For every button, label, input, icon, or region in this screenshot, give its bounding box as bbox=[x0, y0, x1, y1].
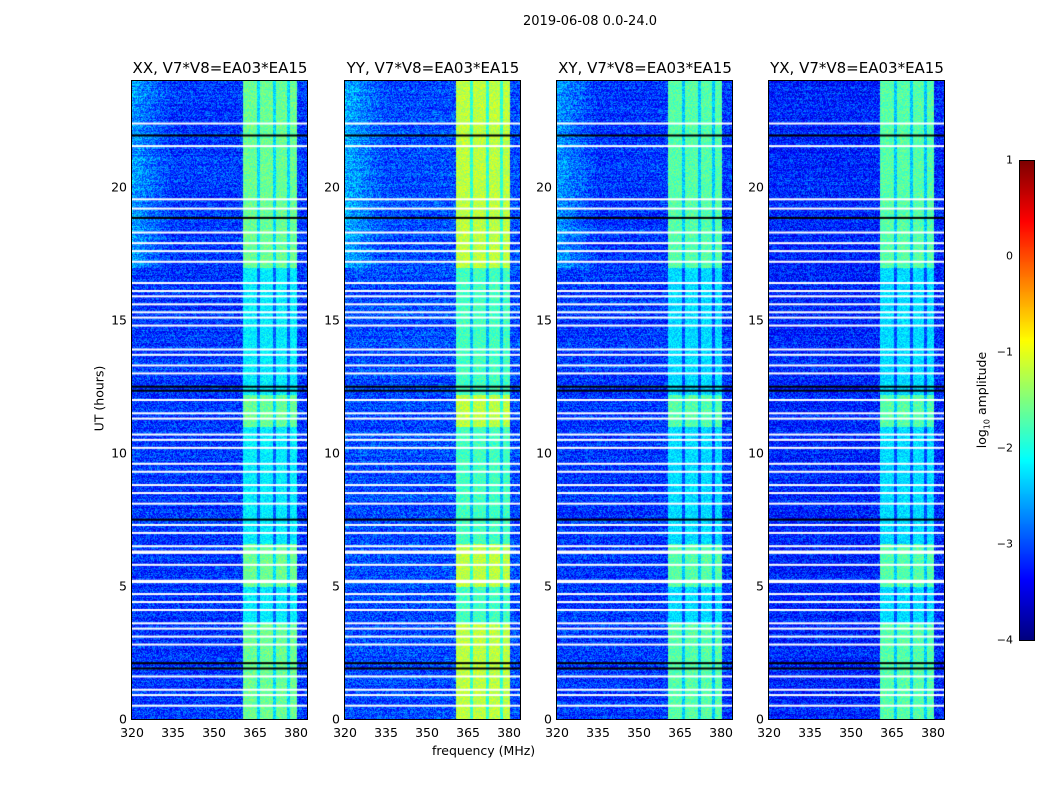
colorbar-tick-label: 0 bbox=[1006, 249, 1013, 263]
figure-title: 2019-06-08 0.0-24.0 bbox=[523, 14, 657, 29]
y-tick-label: 20 bbox=[536, 179, 552, 195]
colorbar-tick-label: −1 bbox=[996, 345, 1013, 359]
y-tick-label: 10 bbox=[536, 445, 552, 461]
heatmap-panel-3 bbox=[768, 80, 945, 720]
panel-title: YX, V7*V8=EA03*EA15 bbox=[770, 59, 944, 77]
x-tick-label: 380 bbox=[284, 725, 308, 740]
y-tick-label: 5 bbox=[756, 578, 764, 594]
y-tick-label: 0 bbox=[332, 711, 340, 727]
heatmap-cells bbox=[132, 81, 307, 719]
x-tick-label: 335 bbox=[798, 725, 822, 740]
x-tick-label: 365 bbox=[456, 725, 480, 740]
y-tick-label: 0 bbox=[756, 711, 764, 727]
y-tick-label: 0 bbox=[119, 711, 127, 727]
y-tick-label: 0 bbox=[544, 711, 552, 727]
y-axis-label: UT (hours) bbox=[91, 365, 107, 432]
heatmap-cells bbox=[769, 81, 944, 719]
x-tick-label: 380 bbox=[921, 725, 945, 740]
y-tick-label: 10 bbox=[111, 445, 127, 461]
y-tick-label: 10 bbox=[748, 445, 764, 461]
y-tick-label: 5 bbox=[119, 578, 127, 594]
x-tick-label: 365 bbox=[668, 725, 692, 740]
x-tick-label: 350 bbox=[839, 725, 863, 740]
y-tick-label: 15 bbox=[536, 312, 552, 328]
heatmap-cells bbox=[557, 81, 732, 719]
x-tick-label: 335 bbox=[374, 725, 398, 740]
y-tick-label: 20 bbox=[324, 179, 340, 195]
x-tick-label: 320 bbox=[545, 725, 569, 740]
y-tick-label: 15 bbox=[111, 312, 127, 328]
colorbar-tick-label: −3 bbox=[996, 537, 1013, 551]
heatmap-panel-1 bbox=[344, 80, 521, 720]
panel-title: XX, V7*V8=EA03*EA15 bbox=[132, 59, 308, 77]
x-tick-label: 365 bbox=[880, 725, 904, 740]
y-tick-label: 5 bbox=[332, 578, 340, 594]
x-tick-label: 320 bbox=[757, 725, 781, 740]
panel-title: YY, V7*V8=EA03*EA15 bbox=[346, 59, 520, 77]
colorbar-tick-label: 1 bbox=[1006, 153, 1013, 167]
x-tick-label: 380 bbox=[497, 725, 521, 740]
heatmap-panel-2 bbox=[556, 80, 733, 720]
y-tick-label: 15 bbox=[748, 312, 764, 328]
y-tick-label: 10 bbox=[324, 445, 340, 461]
colorbar-tick-label: −4 bbox=[996, 633, 1013, 647]
x-tick-label: 350 bbox=[415, 725, 439, 740]
x-axis-label: frequency (MHz) bbox=[432, 743, 536, 758]
y-tick-label: 15 bbox=[324, 312, 340, 328]
x-tick-label: 320 bbox=[333, 725, 357, 740]
x-tick-label: 350 bbox=[202, 725, 226, 740]
y-tick-label: 20 bbox=[111, 179, 127, 195]
x-tick-label: 350 bbox=[627, 725, 651, 740]
x-tick-label: 335 bbox=[161, 725, 185, 740]
y-tick-label: 20 bbox=[748, 179, 764, 195]
heatmap-cells bbox=[345, 81, 520, 719]
y-tick-label: 5 bbox=[544, 578, 552, 594]
x-tick-label: 320 bbox=[120, 725, 144, 740]
x-tick-label: 365 bbox=[243, 725, 267, 740]
x-tick-label: 335 bbox=[586, 725, 610, 740]
colorbar-tick-label: −2 bbox=[996, 441, 1013, 455]
colorbar bbox=[1019, 160, 1035, 641]
heatmap-panel-0 bbox=[131, 80, 308, 720]
panel-title: XY, V7*V8=EA03*EA15 bbox=[558, 59, 732, 77]
colorbar-label: log10 amplitude bbox=[973, 351, 992, 449]
x-tick-label: 380 bbox=[709, 725, 733, 740]
